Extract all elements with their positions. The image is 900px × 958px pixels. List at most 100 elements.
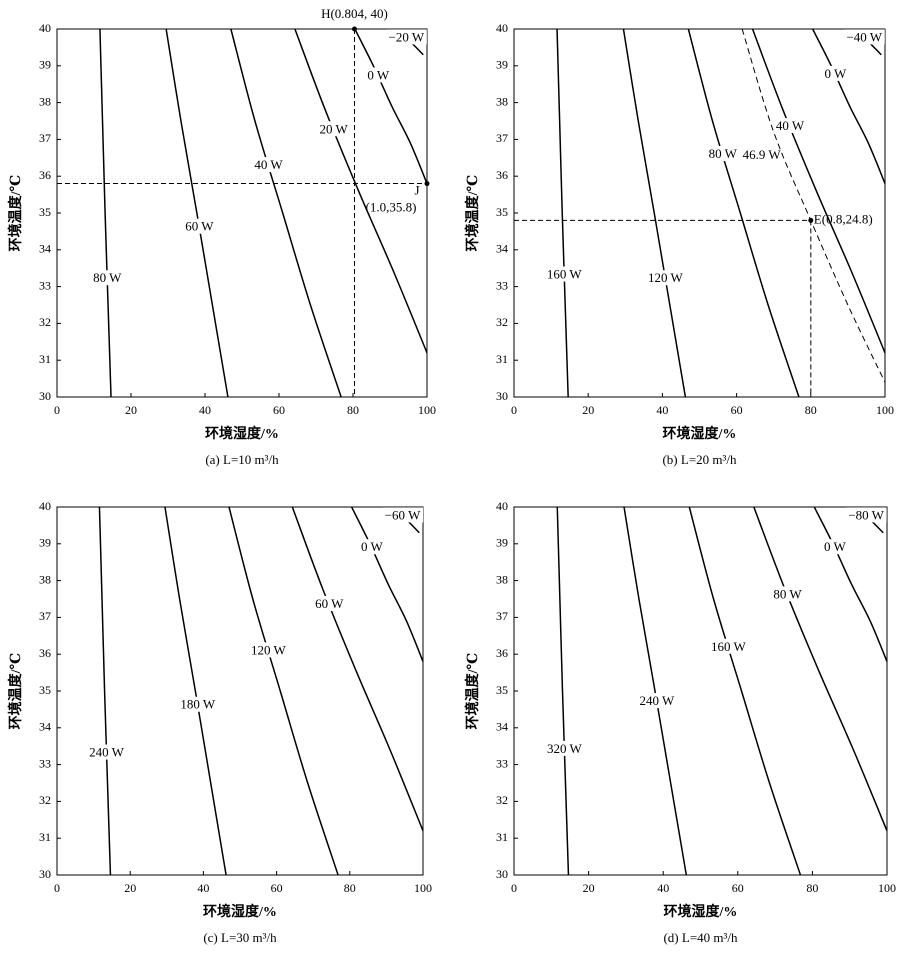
contour-label: 80 W <box>709 146 738 161</box>
point-label: J <box>414 183 419 198</box>
point <box>424 181 430 187</box>
label-background <box>822 539 849 555</box>
y-tick-label: 33 <box>496 278 508 292</box>
x-tick-label: 0 <box>511 403 517 417</box>
label-background <box>359 539 386 555</box>
contour-label: 0 W <box>367 67 390 82</box>
x-tick-label: 100 <box>876 403 894 417</box>
x-tick-label: 20 <box>125 403 137 417</box>
label-background <box>317 121 351 137</box>
label-background <box>771 586 805 602</box>
contour-line <box>99 28 112 398</box>
point <box>808 217 814 223</box>
contour-label: 40 W <box>776 118 805 133</box>
y-tick-label: 38 <box>39 94 51 108</box>
y-tick-label: 38 <box>496 94 508 108</box>
contour-label: 320 W <box>547 741 583 756</box>
y-tick-label: 31 <box>496 830 508 844</box>
contour-label: −80 W <box>848 507 884 522</box>
x-tick-label: 60 <box>271 881 283 895</box>
y-tick-label: 30 <box>496 867 508 881</box>
caption: (d) L=40 m³/h <box>663 930 738 945</box>
y-tick-label: 32 <box>496 315 508 329</box>
x-axis-label: 环境湿度/% <box>664 903 738 920</box>
contour-label: −40 W <box>846 29 882 44</box>
label-background <box>773 118 807 134</box>
y-tick-label: 40 <box>39 499 51 513</box>
label-background <box>313 596 347 612</box>
x-tick-label: 60 <box>273 403 285 417</box>
contour-label: −60 W <box>385 507 421 522</box>
y-tick-label: 34 <box>39 720 51 734</box>
x-tick-label: 40 <box>199 403 211 417</box>
plot-frame <box>513 506 888 876</box>
caption: (b) L=20 m³/h <box>662 452 737 467</box>
contour-line <box>751 28 886 354</box>
panel: 0 20 40 60 80 100 30 31 32 33 34 35 36 37 38 39 40 环境湿度/%… <box>7 499 432 945</box>
x-tick-label: 100 <box>878 881 896 895</box>
x-tick-label: 40 <box>197 881 209 895</box>
label-background <box>386 29 427 45</box>
point <box>351 26 357 32</box>
contour-line <box>98 506 112 876</box>
label-background <box>646 270 686 286</box>
y-tick-label: 31 <box>39 830 51 844</box>
y-tick-label: 37 <box>39 609 51 623</box>
label-background <box>706 146 740 162</box>
contour-line <box>623 506 688 876</box>
contour-label: 80 W <box>93 270 122 285</box>
y-tick-label: 37 <box>496 609 508 623</box>
x-tick-label: 20 <box>583 881 595 895</box>
x-tick-label: 80 <box>347 403 359 417</box>
contour-line <box>230 28 342 398</box>
contour-line <box>622 28 687 398</box>
label-background <box>544 266 585 282</box>
contour-line <box>165 28 229 398</box>
y-tick-label: 36 <box>39 646 51 660</box>
contour-label: 20 W <box>319 121 348 136</box>
panel: 0 20 40 60 80 100 30 31 32 33 34 35 36 37 38 39 40 环境湿度/%… <box>7 6 436 467</box>
y-tick-label: 35 <box>39 205 51 219</box>
contour-line <box>556 28 569 398</box>
contour-label: 240 W <box>639 693 675 708</box>
x-tick-label: 80 <box>344 881 356 895</box>
contour-label: 0 W <box>361 539 384 554</box>
x-tick-label: 100 <box>414 881 432 895</box>
x-tick-label: 60 <box>732 881 744 895</box>
y-axis-label: 环境温度/℃ <box>464 174 481 251</box>
contour-line <box>556 506 570 876</box>
caption: (c) L=30 m³/h <box>203 930 277 945</box>
label-background <box>178 696 218 712</box>
y-tick-label: 39 <box>496 58 508 72</box>
point-label: H(0.804, 40) <box>321 6 388 21</box>
y-tick-label: 38 <box>39 572 51 586</box>
x-tick-label: 20 <box>124 881 136 895</box>
x-tick-label: 40 <box>656 403 668 417</box>
y-tick-label: 32 <box>39 793 51 807</box>
y-tick-label: 33 <box>39 756 51 770</box>
contour-label: 120 W <box>648 270 684 285</box>
x-tick-label: 40 <box>657 881 669 895</box>
contour-label: −20 W <box>389 29 425 44</box>
y-tick-label: 40 <box>496 499 508 513</box>
label-background <box>846 507 887 523</box>
label-background <box>87 744 127 760</box>
y-tick-label: 30 <box>39 867 51 881</box>
contour-line <box>350 506 424 662</box>
y-tick-label: 35 <box>39 683 51 697</box>
y-tick-label: 33 <box>496 756 508 770</box>
y-axis-label: 环境温度/℃ <box>464 652 481 729</box>
y-tick-label: 36 <box>39 168 51 182</box>
x-tick-label: 0 <box>511 881 517 895</box>
x-tick-label: 0 <box>54 881 60 895</box>
label-background <box>545 740 585 756</box>
contour-label: 80 W <box>773 586 802 601</box>
label-background <box>382 507 424 523</box>
x-axis-label: 环境湿度/% <box>205 425 279 442</box>
contour-line <box>291 506 424 832</box>
y-tick-label: 34 <box>39 242 51 256</box>
y-tick-label: 38 <box>496 572 508 586</box>
y-tick-label: 35 <box>496 205 508 219</box>
y-tick-label: 30 <box>39 389 51 403</box>
